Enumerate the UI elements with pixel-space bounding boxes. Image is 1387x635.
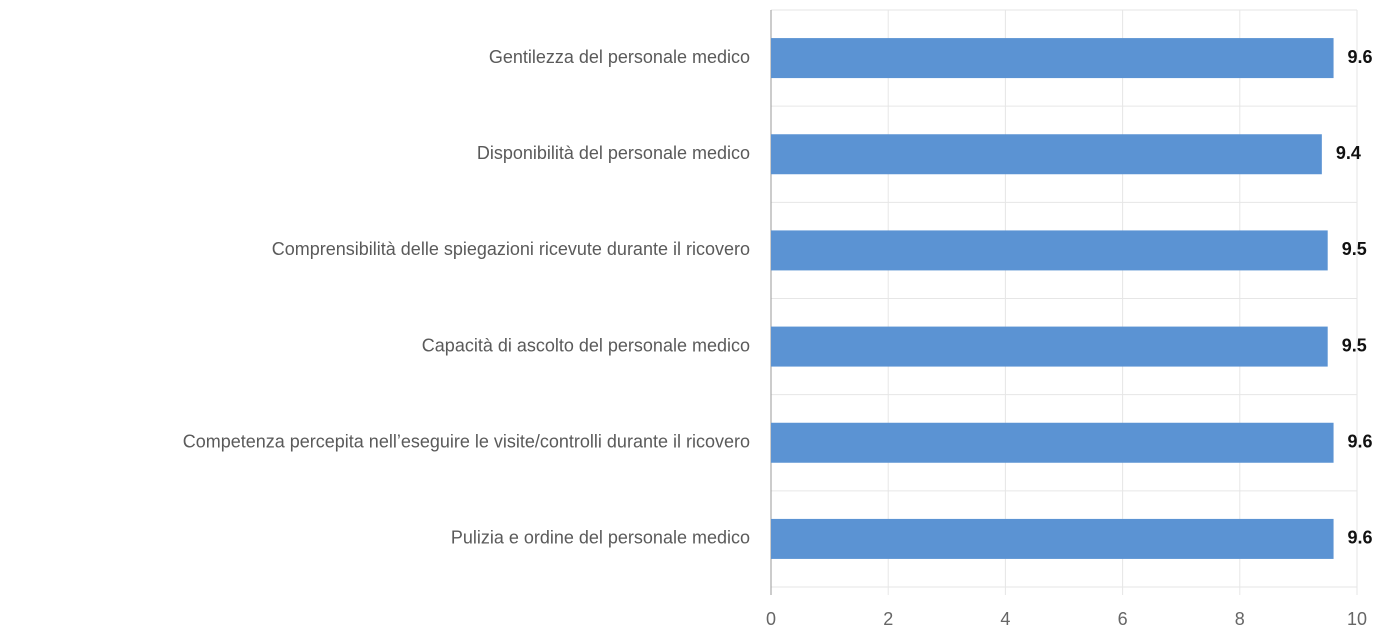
value-label: 9.4 <box>1336 143 1361 163</box>
x-tick-label: 0 <box>766 609 776 629</box>
bar <box>771 422 1334 463</box>
x-tick-label: 8 <box>1235 609 1245 629</box>
bar <box>771 326 1328 367</box>
value-label: 9.5 <box>1342 239 1367 259</box>
x-tick-label: 10 <box>1347 609 1367 629</box>
value-label: 9.6 <box>1348 47 1373 67</box>
bar <box>771 230 1328 271</box>
y-tick-label: Disponibilità del personale medico <box>477 143 750 163</box>
y-tick-label: Pulizia e ordine del personale medico <box>451 528 750 548</box>
x-tick-label: 4 <box>1000 609 1010 629</box>
value-label: 9.6 <box>1348 528 1373 548</box>
y-tick-label: Capacità di ascolto del personale medico <box>422 335 750 355</box>
x-tick-label: 2 <box>883 609 893 629</box>
x-tick-label: 6 <box>1118 609 1128 629</box>
y-tick-label: Comprensibilità delle spiegazioni ricevu… <box>272 239 750 259</box>
value-label: 9.5 <box>1342 335 1367 355</box>
bar <box>771 134 1322 175</box>
y-tick-label: Gentilezza del personale medico <box>489 47 750 67</box>
bar <box>771 38 1334 79</box>
bar <box>771 518 1334 559</box>
y-tick-label: Competenza percepita nell’eseguire le vi… <box>183 432 750 452</box>
value-label: 9.6 <box>1348 432 1373 452</box>
